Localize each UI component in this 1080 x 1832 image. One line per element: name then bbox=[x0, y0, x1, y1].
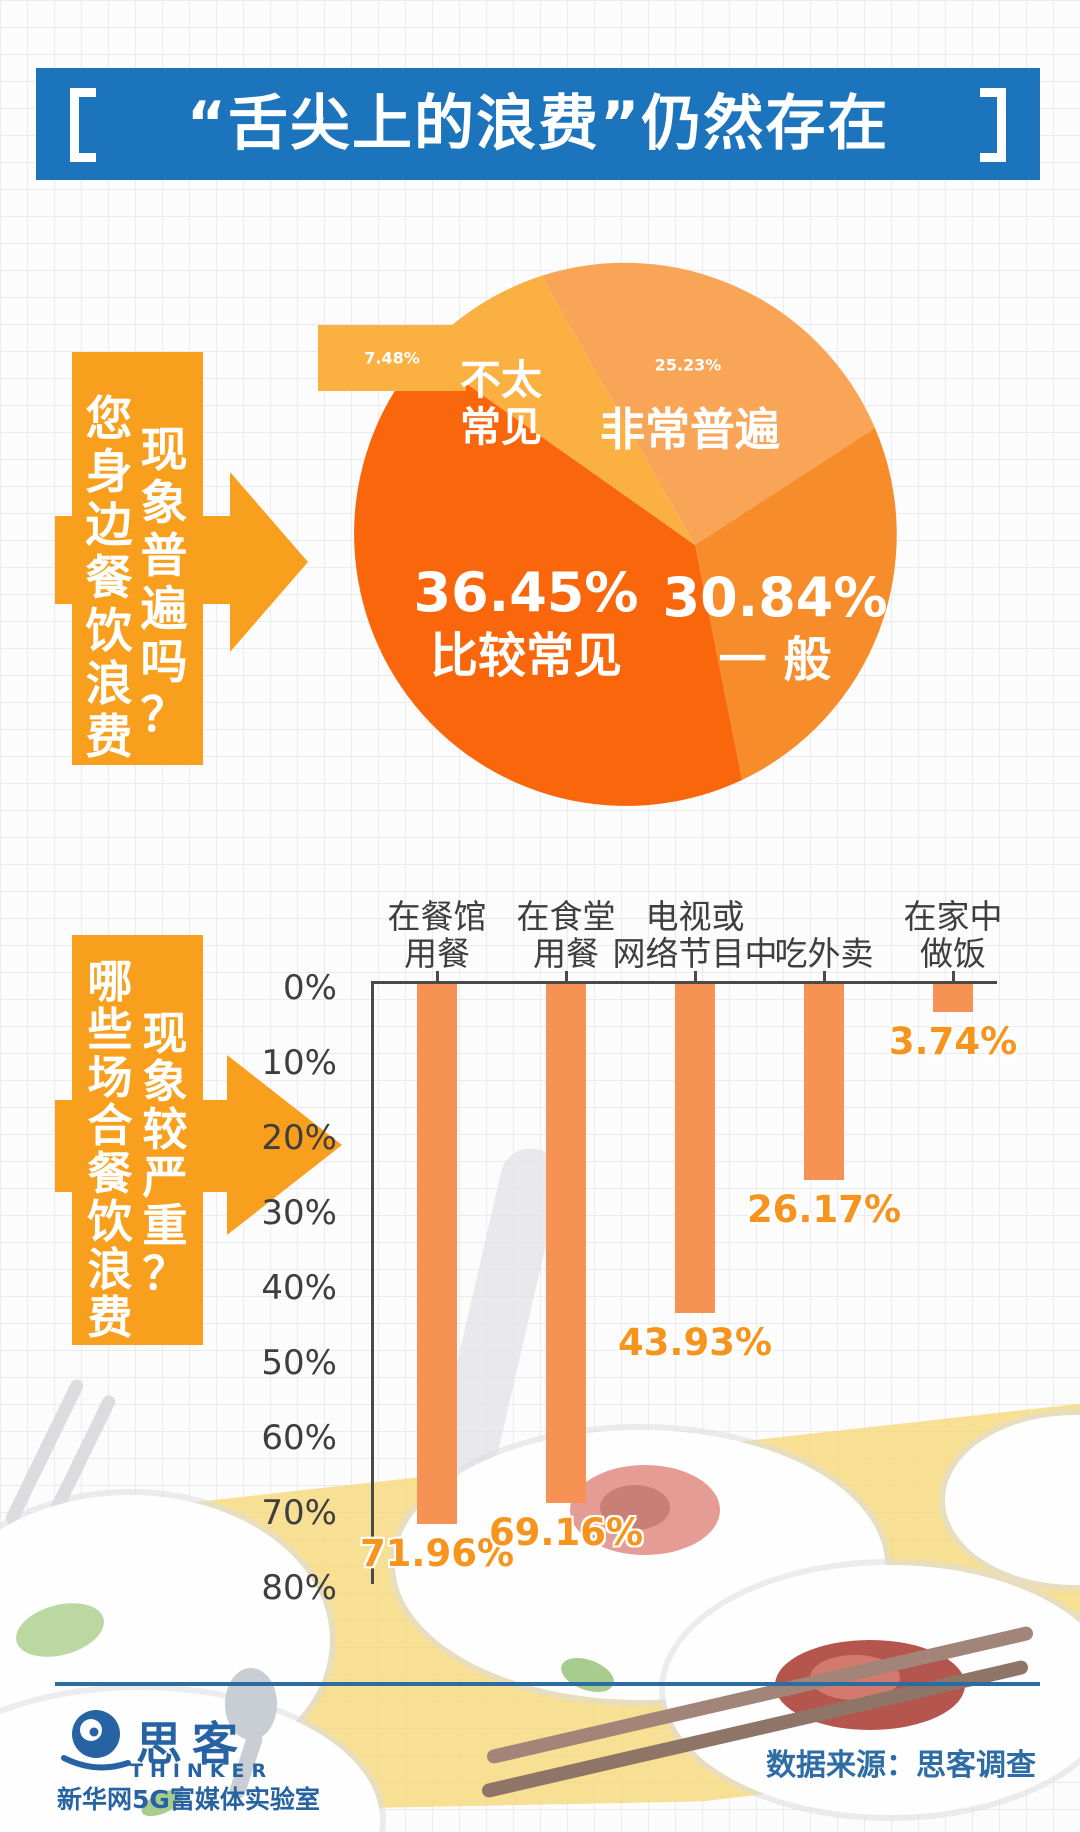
left-bracket-icon bbox=[70, 88, 96, 162]
axis-tick bbox=[436, 971, 439, 981]
page-title: “舌尖上的浪费”仍然存在 bbox=[186, 89, 890, 159]
y-axis-label: 30% bbox=[261, 1193, 337, 1233]
y-axis-label: 0% bbox=[283, 968, 337, 1008]
axis-tick bbox=[823, 971, 826, 981]
thinker-logo-icon bbox=[61, 1710, 131, 1771]
data-source: 数据来源：思客调查 bbox=[766, 1748, 1036, 1783]
bar bbox=[675, 984, 715, 1314]
question1-text-col2: 现象普遍吗？ bbox=[140, 423, 188, 743]
brand-name-en: THINKER bbox=[130, 1760, 274, 1782]
brand-name-cn: 思客 bbox=[136, 1717, 248, 1771]
bar bbox=[417, 984, 457, 1524]
bar-value-label: 26.17% bbox=[746, 1188, 902, 1232]
axis-tick bbox=[952, 971, 955, 981]
bar bbox=[933, 984, 973, 1013]
organization-name: 新华网5G富媒体实验室 bbox=[57, 1785, 320, 1814]
y-axis-label: 10% bbox=[261, 1043, 337, 1083]
question1-arrow-head-icon bbox=[230, 472, 308, 652]
question2-text-col1: 哪些场合餐饮浪费 bbox=[87, 955, 133, 1344]
title-banner: “舌尖上的浪费”仍然存在 bbox=[36, 68, 1040, 180]
y-axis-label: 20% bbox=[261, 1118, 337, 1158]
question2-text-col2: 现象较严重？ bbox=[142, 1007, 188, 1300]
y-axis-label: 40% bbox=[261, 1268, 337, 1308]
bar-chart-x-axis bbox=[371, 981, 997, 984]
bar-category-label: 电视或 网络节目中 bbox=[612, 897, 778, 973]
bar bbox=[804, 984, 844, 1181]
question1-label-box bbox=[72, 352, 203, 765]
spoon-bowl bbox=[225, 1668, 277, 1740]
question1-text-col1: 您身边餐饮浪费 bbox=[85, 392, 133, 765]
bar-value-label: 71.96% bbox=[359, 1531, 515, 1575]
food-center-dark bbox=[600, 1485, 670, 1530]
axis-tick bbox=[565, 971, 568, 981]
right-bracket-icon bbox=[980, 88, 1006, 162]
bar-value-label: 43.93% bbox=[617, 1321, 773, 1365]
bar-category-label: 在餐馆 用餐 bbox=[387, 897, 487, 973]
y-axis-label: 70% bbox=[261, 1493, 337, 1533]
axis-tick bbox=[694, 971, 697, 981]
bar-category-label: 在食堂 用餐 bbox=[516, 897, 616, 973]
question2-label-box bbox=[72, 935, 203, 1345]
y-axis-label: 80% bbox=[261, 1568, 337, 1608]
bar-value-label: 69.16% bbox=[488, 1510, 644, 1554]
y-axis-label: 50% bbox=[261, 1343, 337, 1383]
y-axis-label: 60% bbox=[261, 1418, 337, 1458]
bar-value-label: 3.74% bbox=[888, 1020, 1018, 1064]
bar bbox=[546, 984, 586, 1503]
bar-chart-y-axis bbox=[371, 981, 374, 1584]
question2-arrow-head-icon bbox=[227, 1055, 342, 1235]
bar-category-label: 吃外卖 bbox=[774, 934, 874, 973]
bar-category-label: 在家中 做饭 bbox=[903, 897, 1003, 973]
footer-divider bbox=[55, 1682, 1040, 1686]
